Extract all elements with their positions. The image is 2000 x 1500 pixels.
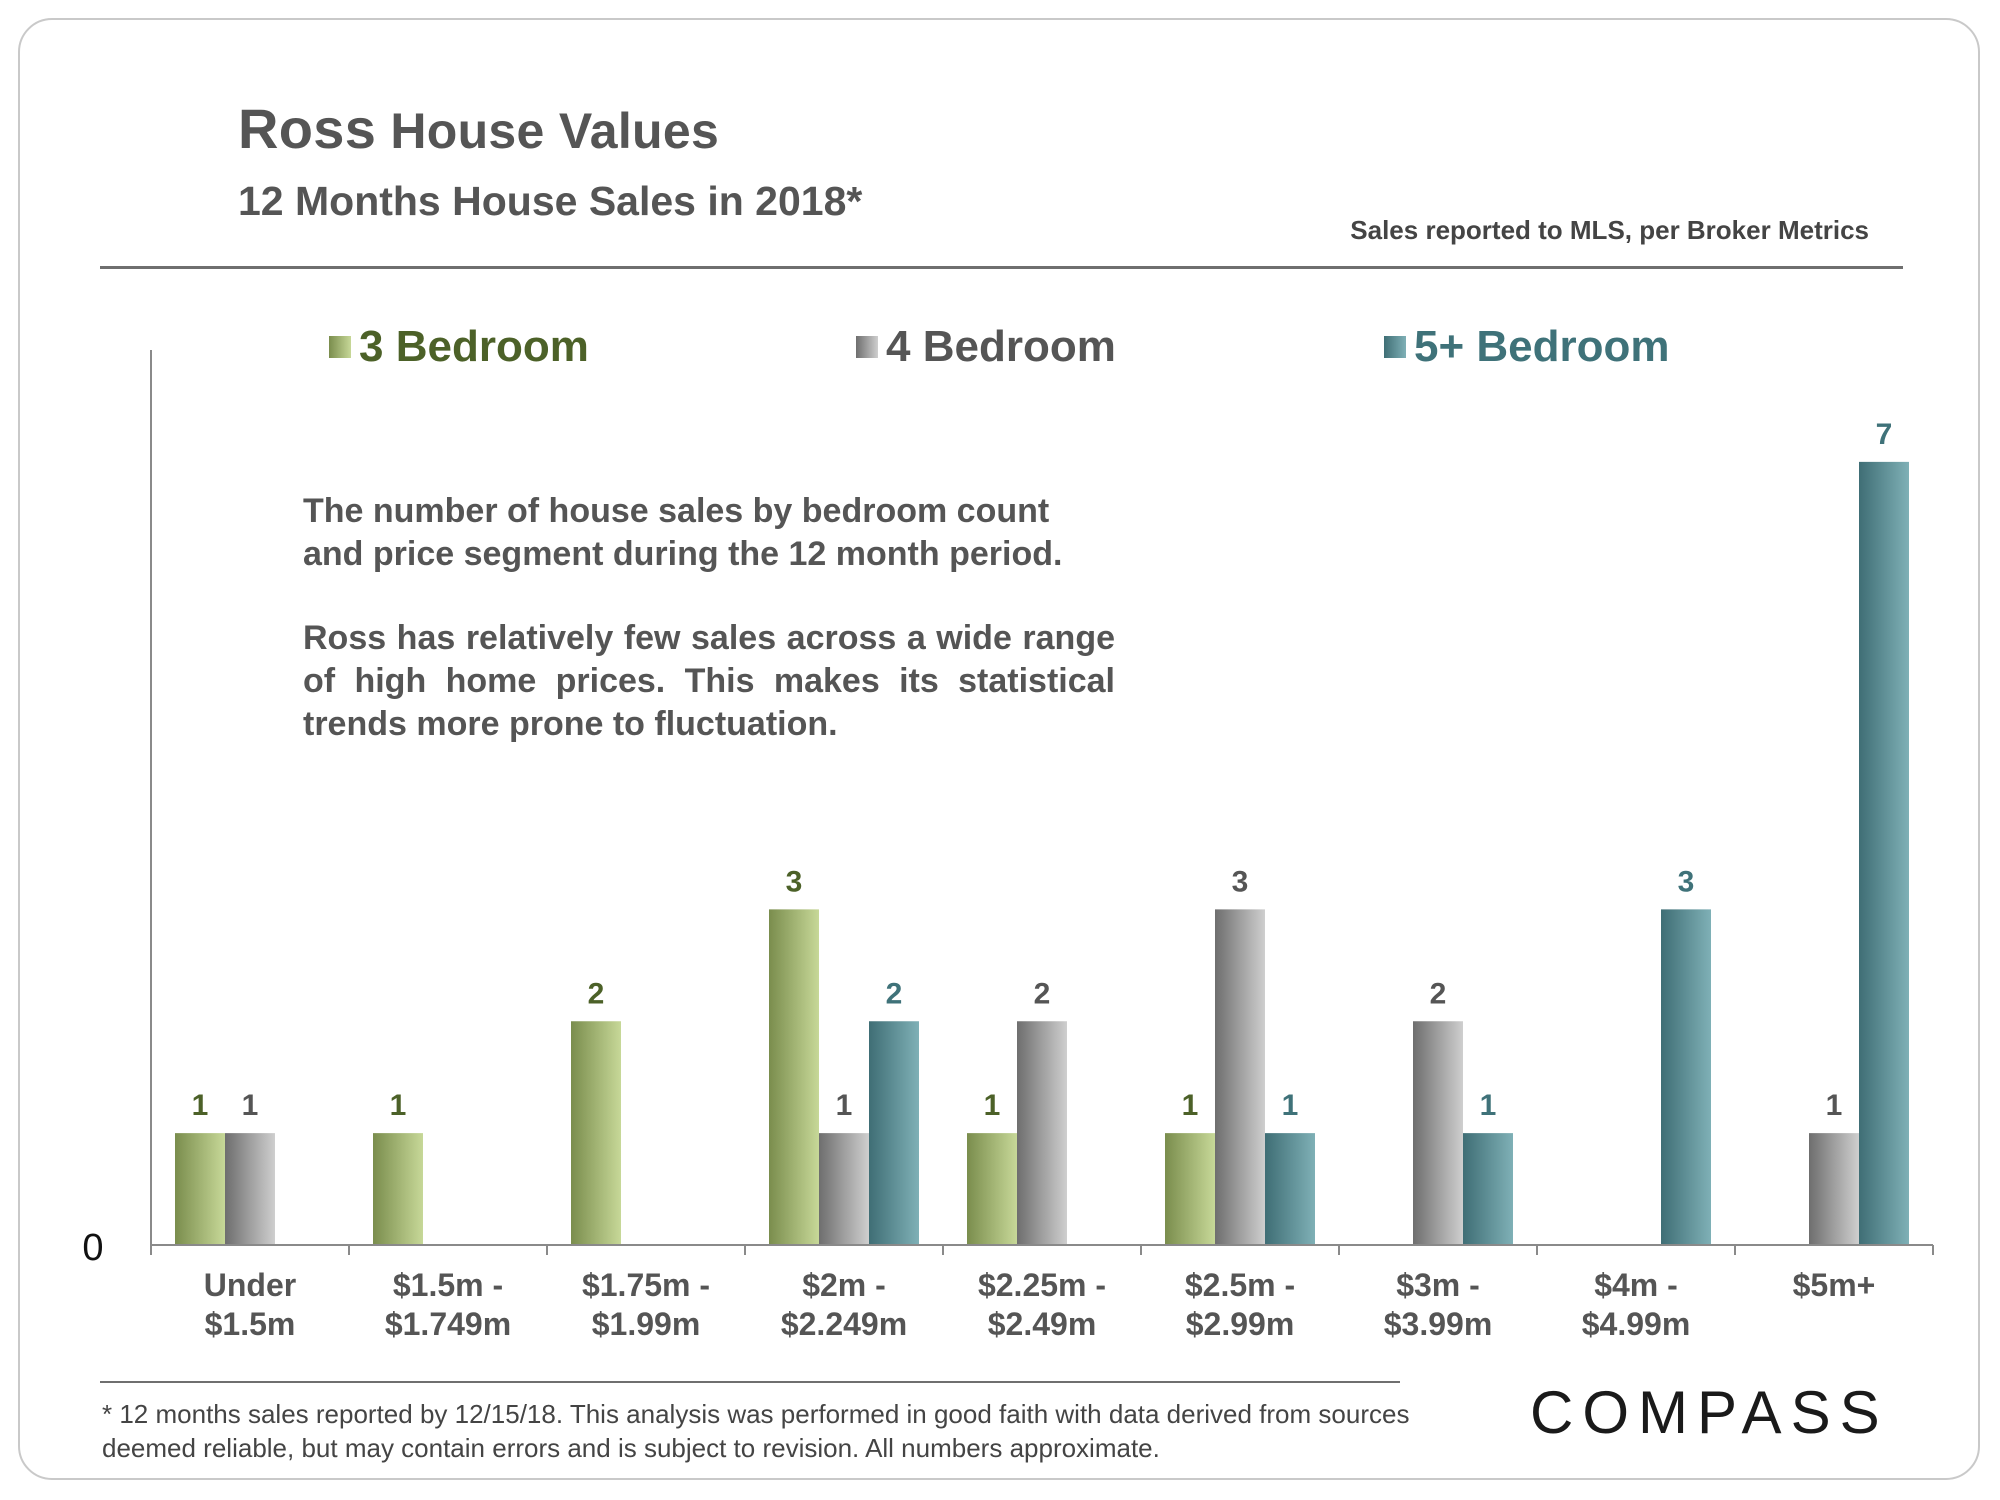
bar-3-bedroom-0 (175, 1133, 225, 1245)
title-rest: House Values (376, 103, 720, 159)
legend-item-3-bedroom: 3 Bedroom (329, 322, 589, 372)
y-tick-label-0: 0 (82, 1227, 103, 1269)
annotation-paragraph-1: The number of house sales by bedroom cou… (303, 492, 1063, 573)
source-note: Sales reported to MLS, per Broker Metric… (1350, 215, 1869, 245)
x-tick-label-2: $1.75m -$1.99m (582, 1267, 710, 1342)
footnote: * 12 months sales reported by 12/15/18. … (102, 1399, 1410, 1463)
data-label-5-bedroom-6: 1 (1480, 1089, 1497, 1122)
bar-3-bedroom-5 (1165, 1133, 1215, 1245)
data-label-5-bedroom-8: 7 (1876, 418, 1893, 451)
legend-swatch-3-bedroom (329, 336, 351, 358)
data-label-3-bedroom-5: 1 (1182, 1089, 1199, 1122)
data-label-4-bedroom-6: 2 (1430, 977, 1447, 1010)
x-tick-label-8: $5m+ (1793, 1267, 1876, 1303)
legend-item-4-bedroom: 4 Bedroom (856, 322, 1116, 372)
x-tick-label-1: $1.5m -$1.749m (385, 1267, 511, 1342)
data-label-3-bedroom-1: 1 (390, 1089, 407, 1122)
data-label-4-bedroom-5: 3 (1232, 865, 1249, 898)
data-label-4-bedroom-3: 1 (836, 1089, 853, 1122)
bar-4-bedroom-3 (819, 1133, 869, 1245)
data-label-3-bedroom-2: 2 (588, 977, 605, 1010)
data-label-3-bedroom-0: 1 (192, 1089, 209, 1122)
legend-label-4-bedroom: 4 Bedroom (886, 322, 1116, 371)
data-label-4-bedroom-4: 2 (1034, 977, 1051, 1010)
bar-4-bedroom-4 (1017, 1021, 1067, 1245)
bar-3-bedroom-2 (571, 1021, 621, 1245)
header-divider (100, 266, 1903, 269)
data-label-3-bedroom-3: 3 (786, 865, 803, 898)
bar-4-bedroom-0 (225, 1133, 275, 1245)
data-label-5-bedroom-3: 2 (886, 977, 903, 1010)
data-label-3-bedroom-4: 1 (984, 1089, 1001, 1122)
x-tick-label-0: Under $1.5m (204, 1267, 296, 1342)
page-subtitle: 12 Months House Sales in 2018* (238, 178, 863, 224)
legend-label-5-bedroom: 5+ Bedroom (1414, 322, 1670, 371)
legend-item-5-bedroom: 5+ Bedroom (1384, 322, 1670, 372)
bar-3-bedroom-1 (373, 1133, 423, 1245)
title-town: Ross (238, 97, 377, 160)
compass-logo: COMPASS (1530, 1379, 1889, 1446)
annotation-paragraph-2: Ross has relatively few sales across a w… (303, 619, 1115, 743)
page-title: Ross House Values (238, 96, 719, 161)
x-tick-label-5: $2.5m -$2.99m (1185, 1267, 1295, 1342)
bar-5-bedroom-8 (1859, 461, 1909, 1245)
legend-label-3-bedroom: 3 Bedroom (359, 322, 589, 371)
data-label-4-bedroom-8: 1 (1826, 1089, 1843, 1122)
bar-5-bedroom-3 (869, 1021, 919, 1245)
legend-swatch-5-bedroom (1384, 336, 1406, 358)
bar-5-bedroom-7 (1661, 909, 1711, 1245)
legend-swatch-4-bedroom (856, 336, 878, 358)
data-label-5-bedroom-5: 1 (1282, 1089, 1299, 1122)
x-tick-label-7: $4m -$4.99m (1582, 1267, 1691, 1342)
x-tick-label-4: $2.25m -$2.49m (978, 1267, 1106, 1342)
bar-5-bedroom-5 (1265, 1133, 1315, 1245)
bar-4-bedroom-6 (1413, 1021, 1463, 1245)
bar-3-bedroom-3 (769, 909, 819, 1245)
x-tick-label-6: $3m -$3.99m (1384, 1267, 1493, 1342)
bar-4-bedroom-8 (1809, 1133, 1859, 1245)
footnote-divider (100, 1381, 1400, 1383)
data-label-4-bedroom-0: 1 (242, 1089, 259, 1122)
x-tick-label-3: $2m -$2.249m (781, 1267, 907, 1342)
bar-4-bedroom-5 (1215, 909, 1265, 1245)
data-label-5-bedroom-7: 3 (1678, 865, 1695, 898)
bar-5-bedroom-6 (1463, 1133, 1513, 1245)
bar-3-bedroom-4 (967, 1133, 1017, 1245)
